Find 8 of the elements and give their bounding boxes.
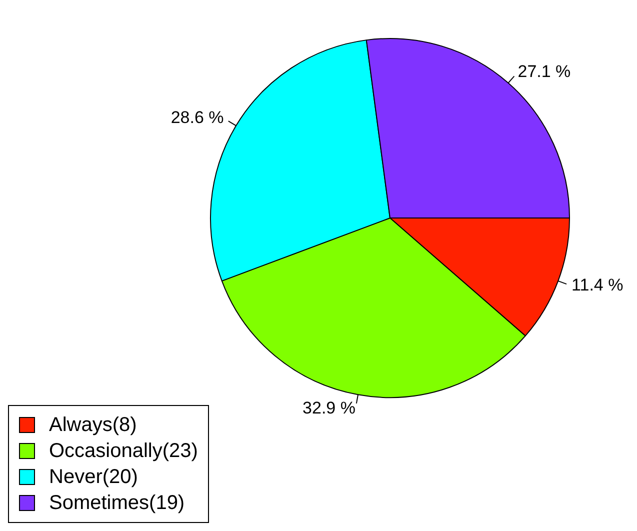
data-label: 27.1 % [518,62,571,81]
legend-label: Always(8) [49,413,137,438]
data-label: 28.6 % [170,108,224,127]
legend-label: Occasionally(23) [49,439,198,464]
legend-label: Never(20) [49,465,138,490]
data-label: 32.9 % [302,398,356,418]
legend-label: Sometimes(19) [49,491,185,516]
data-label: 11.4 % [572,276,624,295]
